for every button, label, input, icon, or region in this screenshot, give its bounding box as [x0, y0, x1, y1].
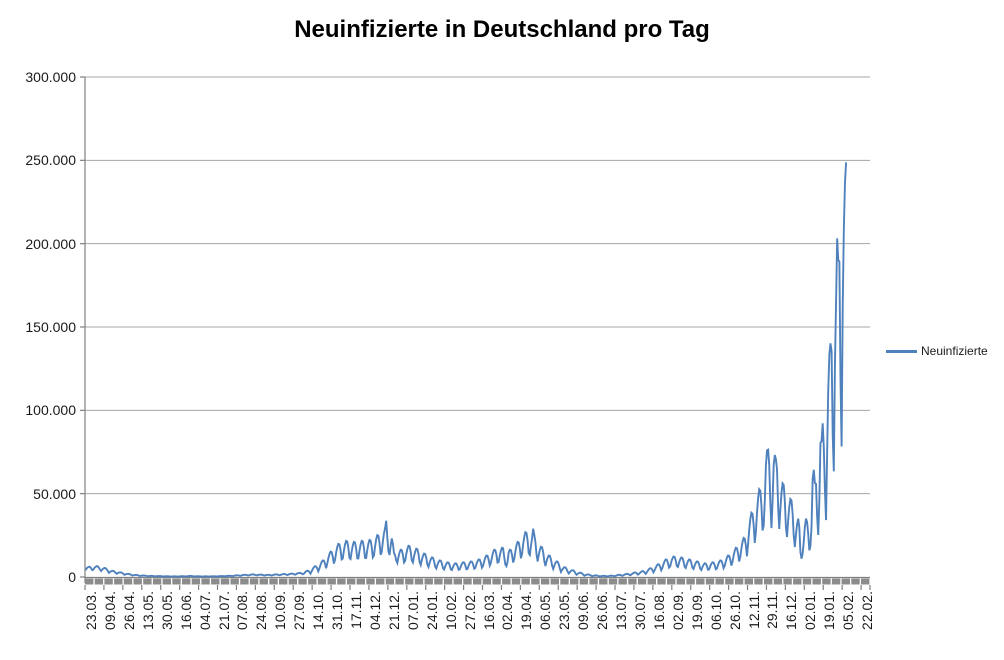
y-axis-tick-label: 250.000 — [25, 152, 76, 169]
x-axis-tick-label: 27.09. — [291, 591, 308, 630]
x-axis-tick-label: 27.02. — [461, 591, 478, 630]
x-axis-tick-label: 07.08. — [234, 591, 251, 630]
x-axis-tick-label: 30.07. — [631, 591, 648, 630]
x-axis-tick-label: 02.01. — [802, 591, 819, 630]
x-axis-tick-label: 22.02. — [859, 591, 876, 630]
x-axis-tick-label: 04.12. — [366, 591, 383, 630]
x-axis-tick-label: 02.04. — [499, 591, 516, 630]
y-axis-tick-label: 0 — [68, 569, 76, 585]
x-axis-tick-label: 17.11. — [348, 591, 364, 629]
x-axis-tick-label: 30.05. — [158, 591, 175, 630]
x-axis-tick-label: 06.05. — [537, 591, 554, 630]
x-axis-tick-label: 19.09. — [688, 591, 705, 630]
x-axis-tick-label: 19.04. — [518, 591, 535, 630]
x-axis-tick-label: 02.09. — [669, 591, 686, 630]
x-axis-tick-label: 13.07. — [613, 591, 629, 630]
y-axis-tick-label: 150.000 — [25, 319, 76, 335]
x-axis-tick-label: 26.06. — [594, 591, 611, 630]
x-axis-tick-label: 26.04. — [120, 591, 137, 630]
x-axis-tick-label: 05.02. — [840, 591, 857, 630]
y-axis-tick-label: 300.000 — [25, 69, 76, 85]
x-axis-tick-label: 19.01. — [821, 591, 838, 630]
x-axis-tick-label: 07.01. — [404, 591, 421, 630]
x-axis-tick-label: 06.10. — [707, 591, 724, 630]
series-line-neuinfizierte — [84, 162, 848, 578]
x-axis-tick-label: 21.07. — [215, 591, 232, 630]
x-axis-tick-label: 24.01. — [423, 591, 440, 630]
y-axis-tick-label: 200.000 — [25, 235, 76, 252]
x-axis-tick-label: 31.10. — [329, 591, 346, 630]
x-axis-tick-label: 26.10. — [726, 591, 743, 630]
x-axis-tick-label: 10.09. — [272, 591, 289, 630]
x-axis-tick-label: 16.03. — [480, 591, 497, 630]
x-axis-tick-label: 13.05. — [139, 591, 156, 630]
x-axis-tick-label: 14.10. — [310, 591, 327, 630]
x-axis-tick-label: 09.04. — [101, 591, 118, 630]
chart-title: Neuinfizierte in Deutschland pro Tag — [294, 16, 710, 43]
x-axis-tick-label: 16.12. — [783, 591, 800, 630]
x-axis-tick-label: 29.11. — [764, 591, 781, 629]
x-axis-tick-label: 23.03. — [83, 591, 99, 630]
x-axis-tick-label: 16.06. — [177, 591, 194, 630]
legend: Neuinfizierte — [886, 344, 988, 358]
x-axis-tick-label: 04.07. — [196, 591, 213, 630]
legend-line-icon — [886, 349, 917, 353]
x-axis-tick-label: 12.11. — [745, 591, 762, 629]
x-axis-tick-label: 16.08. — [650, 591, 667, 630]
y-axis-tick-label: 50.000 — [33, 485, 76, 502]
x-axis-tick-label: 24.08. — [253, 591, 270, 630]
x-axis-tick-label: 23.05. — [556, 591, 573, 630]
x-axis-tick-label: 21.12. — [385, 591, 402, 630]
y-axis-tick-label: 100.000 — [25, 402, 76, 419]
legend-series-label: Neuinfizierte — [921, 344, 988, 358]
x-axis-tick-label: 09.06. — [575, 591, 592, 630]
x-axis-tick-label: 10.02. — [442, 591, 459, 630]
